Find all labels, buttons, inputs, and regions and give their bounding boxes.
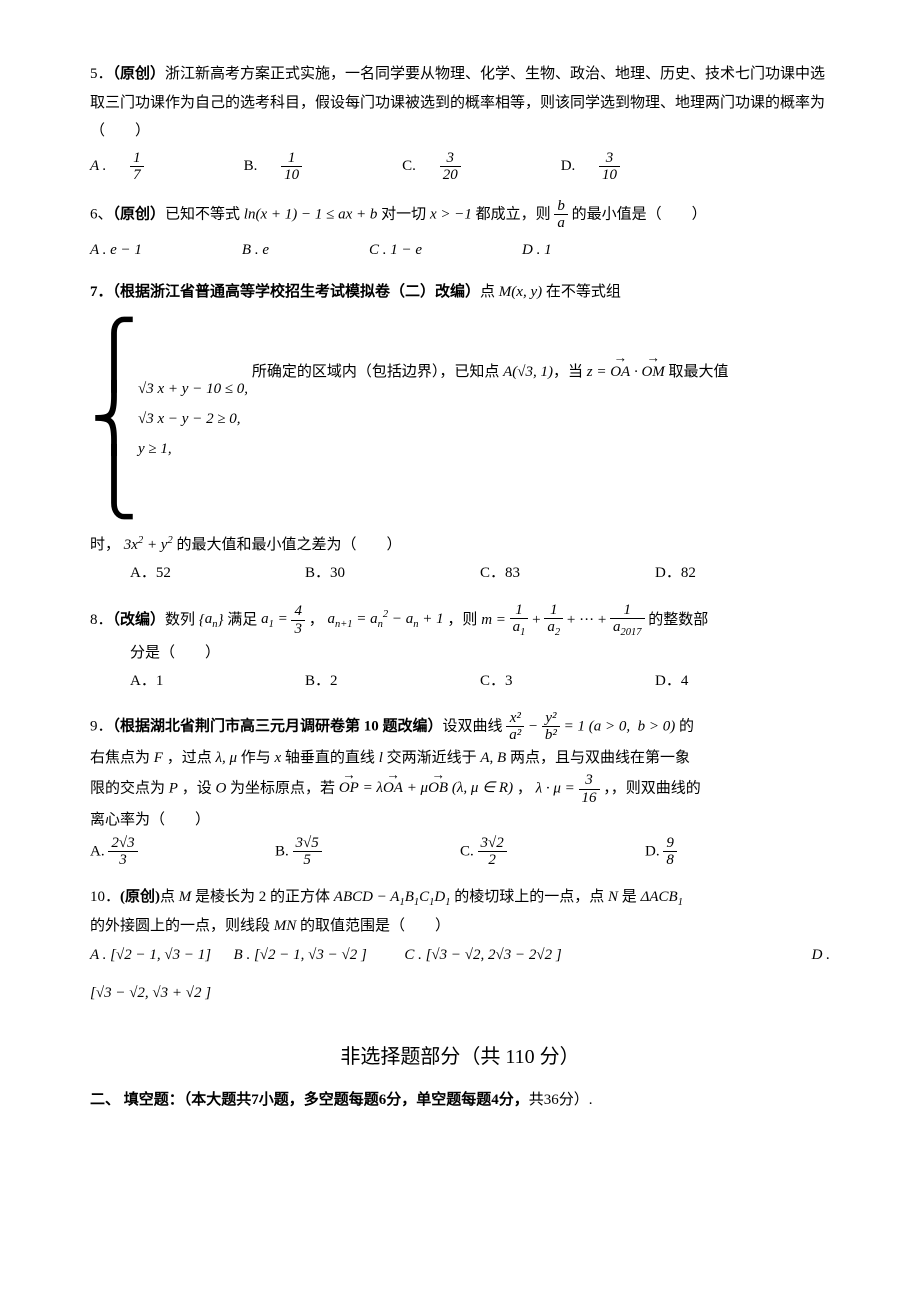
q5-options: A . 17 B. 110 C. 320 D. 310 [90,150,830,184]
q5-opt-b: B. 110 [244,150,343,184]
q6-tag: （原创） [113,206,166,222]
q7-zexpr: z = OA · OM [587,364,669,380]
q9-t1: 设双曲线 [443,718,503,734]
q10-cube: ABCD − A1B1C1D1 [334,889,454,905]
q8-rec: an+1 = an2 − an + 1 [327,611,447,627]
q7-opt-d: D．82 [655,559,830,588]
q9-opt-c: C. 3√22 [460,835,645,869]
q7-obj: 3x2 + y2 [124,537,173,553]
q8-tag: （改编） [113,611,166,627]
q8-opt-a: A．1 [130,667,305,696]
q7-t6: 时， [90,537,120,553]
q7-sys1: √3 x + y − 10 ≤ 0, [138,381,248,397]
q10-tag: (原创) [120,889,160,905]
q8-seq: {an} [199,611,224,627]
q7-t7: 的最大值和最小值之差为（ ） [176,537,401,553]
q8-t4: ，则 [447,611,477,627]
q9-options: A. 2√33 B. 3√55 C. 3√22 D. 98 [90,835,830,869]
q8-number: 8． [90,611,113,627]
q6-cond: x > −1 [430,206,476,222]
q5-number: 5． [90,66,113,82]
q6-t1: 已知不等式 [165,206,240,222]
q6-options: A . e − 1 B . e C . 1 − e D . 1 [90,236,830,265]
q7-t5: 取最大值 [669,364,729,380]
q6-number: 6、 [90,206,113,222]
q8-t3: ， [309,611,324,627]
q9-t4: ，则双曲线的 [611,780,701,796]
q5-opt-a: A . 17 [90,150,184,184]
q9-t2: 的 [679,718,694,734]
question-8: 8．（改编）数列 {an} 满足 a1 = 43 ， an+1 = an2 − … [90,602,830,696]
q6-opt-d: D . 1 [522,236,552,265]
q9-line4: 离心率为（ ） [90,806,830,835]
q10-t2: 的棱切球上的一点，点 N 是 [454,889,637,905]
q5-opt-c: C. 320 [402,150,501,184]
q7-opt-c: C．83 [480,559,655,588]
q8-t2: 满足 [227,611,257,627]
q6-frac: ba [554,198,568,232]
q9-line3: 限的交点为 P ，设 O 为坐标原点，若 OP = λOA + μOB (λ, … [90,772,830,806]
q7-number: 7． [90,284,113,300]
q9-tag: （根据湖北省荆门市高三元月调研卷第 10 题改编） [113,718,443,734]
left-brace-icon: ⎧⎨⎩ [90,323,138,515]
q6-opt-b: B . e [242,236,269,265]
q7-system: ⎧⎨⎩ √3 x + y − 10 ≤ 0, √3 x − y − 2 ≥ 0,… [90,323,248,515]
q7-point-m: M(x, y) [499,284,546,300]
q7-t4: ，当 [553,364,583,380]
q7-t2: 在不等式组 [546,284,621,300]
q7-options: A．52 B．30 C．83 D．82 [90,559,830,588]
q10-opt-a: A . [√2 − 1, √3 − 1] [90,947,211,963]
q9-number: 9． [90,718,113,734]
question-5: 5．（原创）浙江新高考方案正式实施，一名同学要从物理、化学、生物、政治、地理、历… [90,60,830,184]
q7-opt-b: B．30 [305,559,480,588]
q7-opt-a: A．52 [130,559,305,588]
q7-t1: 点 [480,284,495,300]
question-10: 10．(原创)点 M 是棱长为 2 的正方体 ABCD − A1B1C1D1 的… [90,883,830,1008]
q6-t4: 的最小值是（ ） [572,206,707,222]
question-7: 7．（根据浙江省普通高等学校招生考试模拟卷（二）改编）点 M(x, y) 在不等… [90,278,830,588]
q9-line2: 右焦点为 F ，过点 λ, μ 作与 x 轴垂直的直线 l 交两渐近线于 A, … [90,744,830,773]
q10-number: 10． [90,889,120,905]
q8-opt-d: D．4 [655,667,830,696]
q10-opt-b: B . [√2 − 1, √3 − √2 ] [234,947,367,963]
question-9: 9．（根据湖北省荆门市高三元月调研卷第 10 题改编）设双曲线 x²a² − y… [90,710,830,869]
q10-options-row1: A . [√2 − 1, √3 − 1] B . [√2 − 1, √3 − √… [90,941,830,970]
q7-sys3: y ≥ 1, [138,441,172,457]
q7-t3: 所确定的区域内（包括边界），已知点 [252,364,500,380]
q8-opt-c: C．3 [480,667,655,696]
q6-t3: 都成立，则 [476,206,551,222]
q8-options: A．1 B．2 C．3 D．4 [90,667,830,696]
q5-opt-d: D. 310 [561,150,660,184]
q9-opt-a: A. 2√33 [90,835,275,869]
q5-text: 浙江新高考方案正式实施，一名同学要从物理、化学、生物、政治、地理、历史、技术七门… [90,66,825,139]
q6-opt-c: C . 1 − e [369,236,422,265]
q8-t5: 的整数部 [648,611,708,627]
q8-opt-b: B．2 [305,667,480,696]
q8-m: m = [481,611,509,627]
q6-opt-a: A . e − 1 [90,236,142,265]
section-sub2: 共36分）. [529,1092,593,1108]
question-6: 6、（原创）已知不等式 ln(x + 1) − 1 ≤ ax + b 对一切 x… [90,198,830,265]
q7-point-a: A(√3, 1) [503,364,553,380]
q5-tag: （原创） [113,66,166,82]
q7-tag: （根据浙江省普通高等学校招生考试模拟卷（二）改编） [113,284,481,300]
q6-t2: 对一切 [381,206,426,222]
q10-t3: 的外接圆上的一点，则线段 MN 的取值范围是（ ） [90,912,830,941]
q10-tri: ΔACB1 [641,889,683,905]
q10-t1: 点 M 是棱长为 2 的正方体 [160,889,330,905]
section-title: 非选择题部分（共 110 分） [90,1038,830,1076]
q6-expr: ln(x + 1) − 1 ≤ ax + b [244,206,378,222]
q10-opt-c: C . [√3 − √2, 2√3 − 2√2 ] [404,947,561,963]
section-sub: 二、 填空题：（本大题共7小题，多空题每题6分，单空题每题4分，共36分）. [90,1086,830,1115]
q9-opt-b: B. 3√55 [275,835,460,869]
section-sub1: 二、 填空题：（本大题共7小题，多空题每题6分，单空题每题4分， [90,1092,529,1108]
q9-cond: = 1 (a > 0, b > 0) [564,718,679,734]
q9-opt-d: D. 98 [645,835,830,869]
q8-t6: 分是（ ） [130,645,220,661]
q8-t1: 数列 [165,611,195,627]
q10-opt-d-label: D . [812,941,830,970]
q10-opt-d: [√3 − √2, √3 + √2 ] [90,979,830,1008]
q7-sys2: √3 x − y − 2 ≥ 0, [138,411,241,427]
q8-a1: a1 = [261,611,291,627]
